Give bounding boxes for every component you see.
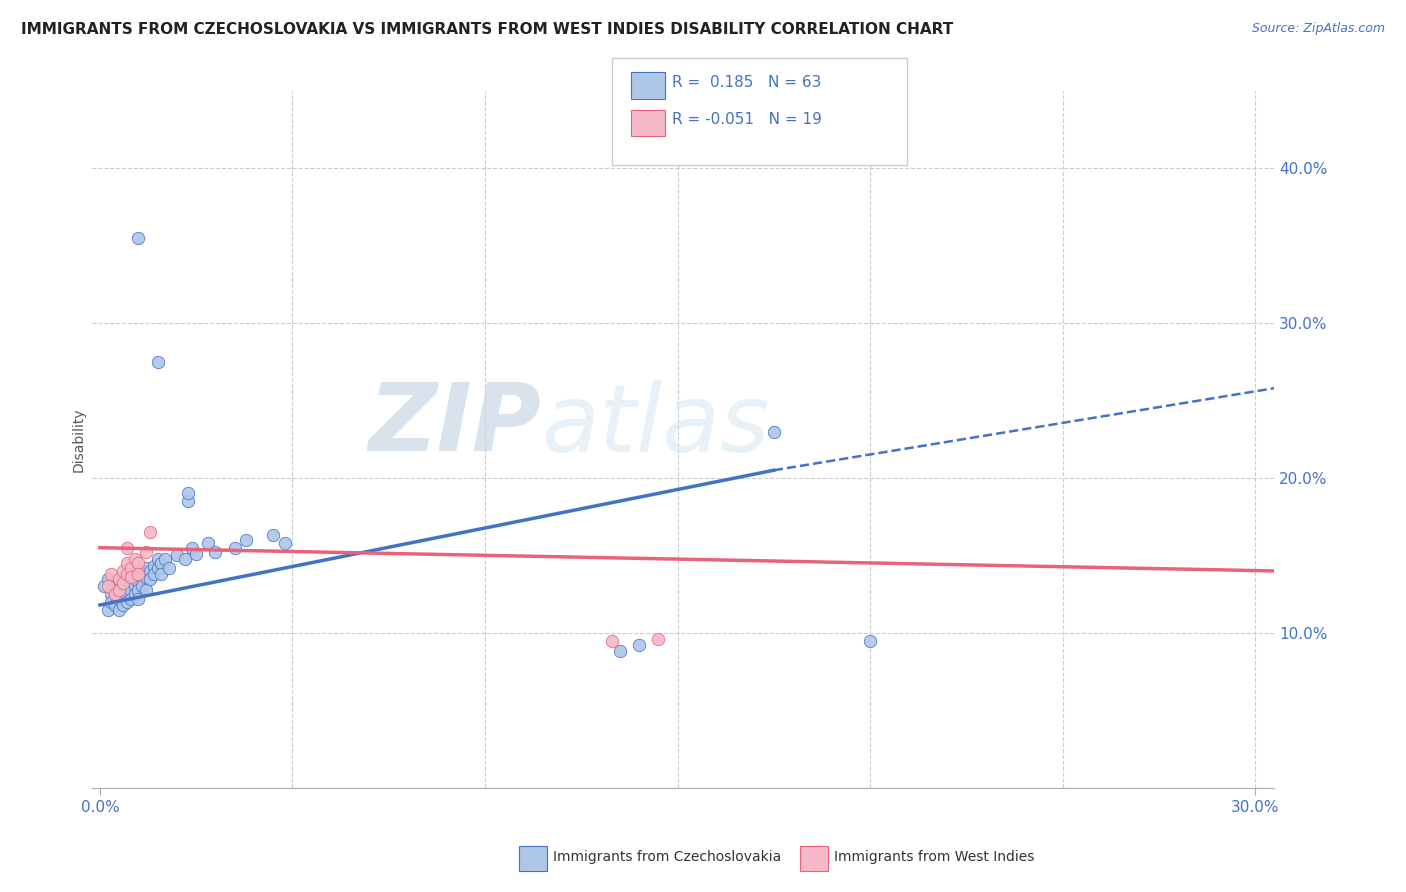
Point (155, 551, 177, 566)
Point (150, 556, 173, 570)
Point (166, 549, 188, 563)
Point (609, 644, 631, 658)
Point (108, 582, 131, 597)
Point (135, 570, 157, 584)
Point (97, 572, 120, 586)
Point (177, 494, 200, 508)
Point (142, 559, 165, 574)
Point (146, 355, 169, 369)
Point (111, 564, 134, 578)
Point (139, 572, 162, 586)
Point (146, 551, 169, 566)
Point (108, 602, 131, 616)
Text: ZIP: ZIP (368, 379, 541, 471)
Text: Source: ZipAtlas.com: Source: ZipAtlas.com (1251, 22, 1385, 36)
Point (131, 570, 153, 584)
Point (115, 567, 138, 582)
Point (131, 579, 153, 593)
Point (197, 536, 219, 550)
Point (274, 536, 297, 550)
Point (146, 561, 169, 575)
Point (127, 564, 149, 578)
Point (104, 585, 127, 599)
Point (235, 533, 257, 547)
Point (111, 598, 134, 612)
Point (108, 572, 131, 586)
Point (127, 582, 149, 597)
Point (108, 591, 131, 606)
Point (135, 561, 157, 575)
Point (127, 231, 149, 245)
Point (100, 567, 122, 582)
Point (127, 574, 149, 589)
Point (150, 567, 173, 582)
Point (762, 425, 785, 439)
Point (859, 633, 882, 648)
Point (139, 525, 162, 540)
Point (124, 572, 146, 586)
Point (115, 595, 138, 609)
Point (108, 572, 131, 586)
Point (111, 579, 134, 593)
Point (115, 587, 138, 601)
Point (127, 556, 149, 570)
Point (124, 579, 146, 593)
Point (115, 556, 138, 570)
Point (104, 587, 127, 601)
Point (120, 570, 142, 584)
Point (97, 602, 120, 616)
Point (120, 591, 142, 606)
Point (120, 561, 142, 575)
Point (204, 545, 226, 559)
Point (142, 567, 165, 582)
Point (93, 579, 115, 593)
Point (135, 545, 157, 559)
Point (120, 584, 142, 599)
Point (115, 582, 138, 597)
Point (135, 582, 157, 597)
Point (177, 486, 200, 500)
Point (100, 587, 122, 601)
Point (224, 541, 246, 555)
Point (115, 572, 138, 586)
Point (104, 576, 127, 591)
Point (111, 591, 134, 606)
Point (627, 638, 650, 652)
Point (186, 547, 208, 561)
Point (111, 576, 134, 591)
Point (104, 598, 127, 612)
Point (157, 561, 180, 575)
Point (262, 528, 284, 542)
Point (181, 541, 204, 555)
Text: Immigrants from West Indies: Immigrants from West Indies (834, 850, 1035, 864)
Point (97, 579, 120, 593)
Text: R = -0.051   N = 19: R = -0.051 N = 19 (672, 112, 823, 128)
Point (115, 541, 138, 555)
Point (139, 564, 162, 578)
Point (108, 582, 131, 597)
Text: IMMIGRANTS FROM CZECHOSLOVAKIA VS IMMIGRANTS FROM WEST INDIES DISABILITY CORRELA: IMMIGRANTS FROM CZECHOSLOVAKIA VS IMMIGR… (21, 22, 953, 37)
Point (124, 551, 146, 566)
Text: R =  0.185   N = 63: R = 0.185 N = 63 (672, 75, 821, 90)
Point (127, 591, 149, 606)
Text: Immigrants from Czechoslovakia: Immigrants from Czechoslovakia (553, 850, 780, 864)
Point (124, 587, 146, 601)
Y-axis label: Disability: Disability (72, 407, 86, 472)
Text: atlas: atlas (541, 380, 769, 471)
Point (100, 595, 122, 609)
Point (120, 576, 142, 591)
Point (600, 633, 623, 648)
Point (173, 551, 195, 566)
Point (127, 567, 149, 582)
Point (647, 632, 669, 646)
